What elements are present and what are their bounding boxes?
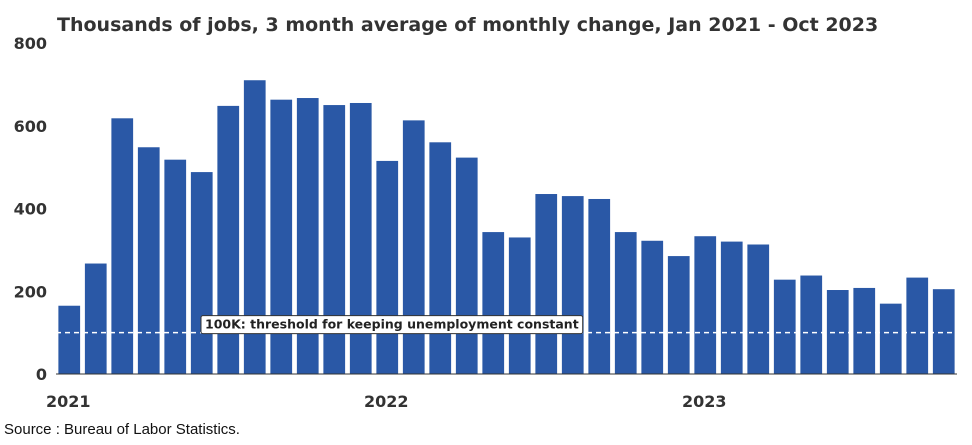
bar — [561, 196, 584, 374]
bar — [694, 236, 717, 374]
bar — [800, 275, 823, 374]
threshold-annotation: 100K: threshold for keeping unemployment… — [200, 315, 584, 335]
bar — [641, 240, 664, 374]
bar — [429, 142, 452, 374]
y-tick-label: 0 — [36, 365, 47, 384]
bar — [667, 256, 690, 374]
bar — [111, 118, 134, 374]
bar — [137, 147, 160, 374]
bar — [296, 98, 319, 374]
bar — [588, 198, 611, 374]
y-tick-label: 400 — [14, 200, 47, 219]
bar — [773, 279, 796, 374]
bar — [190, 172, 213, 374]
bar — [58, 305, 81, 374]
bar — [614, 232, 637, 374]
y-axis-tick-labels: 0 200 400 600 800 — [14, 34, 47, 384]
bar — [164, 159, 187, 374]
bar-chart: Thousands of jobs, 3 month average of mo… — [14, 14, 957, 411]
bar — [508, 237, 531, 374]
bar — [376, 160, 399, 374]
x-tick-label: 2021 — [46, 392, 91, 411]
bar — [323, 105, 346, 374]
bar — [349, 102, 372, 375]
bar — [879, 303, 902, 374]
bar — [217, 105, 240, 374]
bar — [84, 263, 107, 374]
bar — [826, 290, 849, 374]
bar — [747, 244, 770, 374]
bar — [243, 80, 266, 375]
chart-title: Thousands of jobs, 3 month average of mo… — [57, 14, 878, 36]
bar — [482, 232, 505, 374]
bar — [906, 277, 929, 374]
bar — [720, 241, 743, 374]
threshold-label: 100K: threshold for keeping unemployment… — [205, 317, 579, 332]
bar — [853, 287, 876, 374]
bar — [932, 289, 955, 374]
threshold-label-box — [200, 315, 584, 335]
x-tick-label: 2022 — [364, 392, 409, 411]
x-axis-tick-labels: 2021 2022 2023 — [46, 392, 727, 411]
y-tick-label: 600 — [14, 117, 47, 136]
bar — [402, 120, 425, 375]
bar — [535, 194, 558, 374]
y-tick-label: 200 — [14, 282, 47, 301]
y-tick-label: 800 — [14, 34, 47, 53]
x-tick-label: 2023 — [682, 392, 727, 411]
source-note: Source : Bureau of Labor Statistics. — [4, 421, 240, 438]
bar — [270, 99, 293, 375]
bar — [455, 157, 478, 374]
